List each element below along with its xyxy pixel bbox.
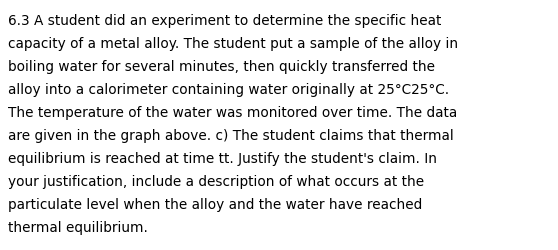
Text: are given in the graph above. c) The student claims that thermal: are given in the graph above. c) The stu… xyxy=(8,128,454,142)
Text: capacity of a metal alloy. The student put a sample of the alloy in: capacity of a metal alloy. The student p… xyxy=(8,37,458,51)
Text: 6.3 A student did an experiment to determine the specific heat: 6.3 A student did an experiment to deter… xyxy=(8,14,441,28)
Text: your justification, include a description of what occurs at the: your justification, include a descriptio… xyxy=(8,174,424,188)
Text: alloy into a calorimeter containing water originally at 25°C25°C.: alloy into a calorimeter containing wate… xyxy=(8,83,449,96)
Text: The temperature of the water was monitored over time. The data: The temperature of the water was monitor… xyxy=(8,106,457,120)
Text: equilibrium is reached at time tt. Justify the student's claim. In: equilibrium is reached at time tt. Justi… xyxy=(8,152,437,165)
Text: boiling water for several minutes, then quickly transferred the: boiling water for several minutes, then … xyxy=(8,60,435,74)
Text: particulate level when the alloy and the water have reached: particulate level when the alloy and the… xyxy=(8,197,422,211)
Text: thermal equilibrium.: thermal equilibrium. xyxy=(8,220,148,234)
